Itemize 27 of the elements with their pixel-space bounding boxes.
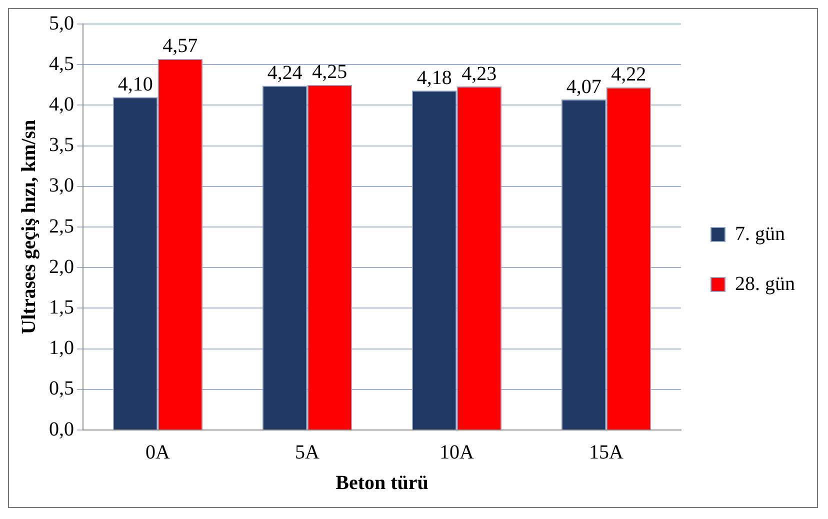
y-tick-label: 0,5 <box>49 378 74 400</box>
x-tick-label: 10A <box>440 441 475 464</box>
data-label: 4,24 <box>267 62 302 84</box>
x-tick-label: 0A <box>146 441 171 464</box>
y-tick-label: 1,5 <box>49 296 74 318</box>
y-tick-label: 5,0 <box>49 12 74 34</box>
data-label: 4,18 <box>416 66 452 89</box>
x-tick-label: 5A <box>295 441 320 464</box>
y-tick-label: 2,5 <box>49 215 74 238</box>
y-tick-label: 3,5 <box>49 134 74 156</box>
data-label: 4,10 <box>118 73 153 96</box>
x-axis-title: Beton türü <box>336 472 428 494</box>
data-label: 4,22 <box>611 64 646 86</box>
legend-label: 28. gün <box>735 272 795 295</box>
legend-label: 7. gün <box>735 222 785 245</box>
x-tick-label: 15A <box>589 441 624 464</box>
y-tick-label: 4,5 <box>49 52 74 75</box>
y-tick-label: 4,0 <box>49 93 74 116</box>
y-tick-label: 0,0 <box>49 418 74 440</box>
data-label: 4,07 <box>566 76 602 98</box>
y-tick-label: 1,0 <box>49 337 74 360</box>
data-label: 4,23 <box>462 62 497 85</box>
y-axis-title: Ultrases geçiş hızı, km/sn <box>18 120 40 334</box>
data-label: 4,25 <box>312 61 348 84</box>
data-label: 4,57 <box>162 35 198 58</box>
y-tick-label: 3,0 <box>49 174 74 197</box>
y-tick-label: 2,0 <box>49 256 74 278</box>
